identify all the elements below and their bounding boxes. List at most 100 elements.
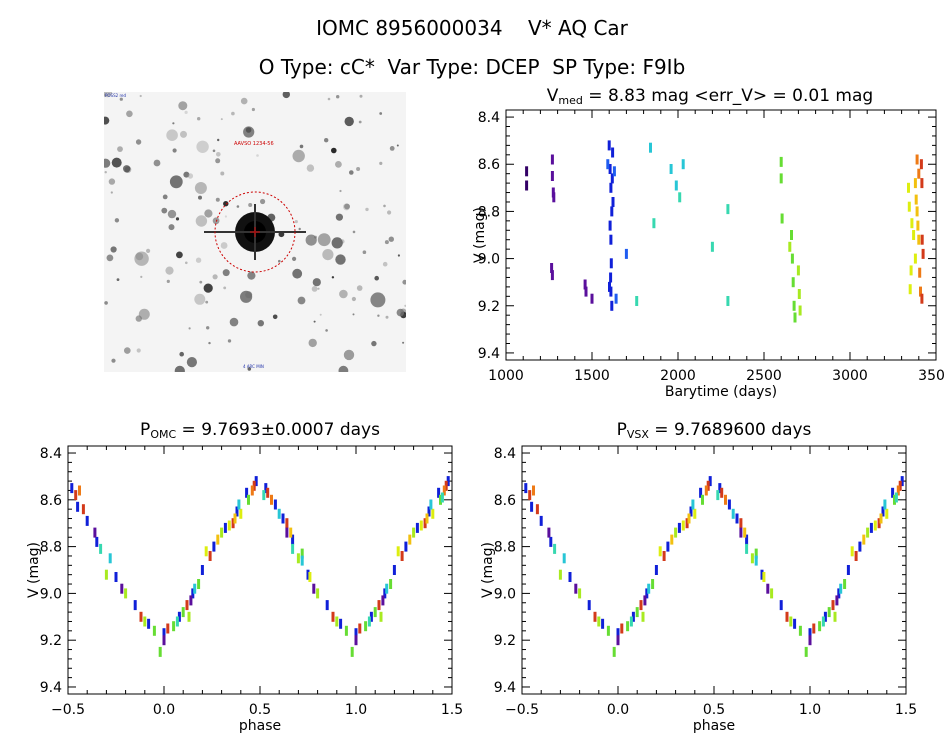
star-blob (166, 279, 170, 283)
data-point (429, 499, 433, 510)
star-blob (162, 194, 168, 200)
data-point (528, 490, 532, 501)
data-point (909, 265, 913, 276)
x-tick-label: 1.0 (799, 702, 821, 718)
star-blob (194, 293, 206, 305)
data-point (894, 492, 898, 503)
data-point (793, 618, 797, 629)
data-point (550, 263, 554, 273)
data-point (609, 234, 613, 245)
data-point (264, 483, 268, 494)
data-point (237, 499, 241, 510)
data-point (916, 220, 920, 231)
star-blob (292, 256, 297, 261)
star-blob (140, 275, 143, 278)
star-blob (183, 171, 190, 178)
star-blob (205, 300, 209, 304)
star-blob (402, 341, 405, 344)
star-blob (175, 217, 180, 221)
thumbnail-scale-label: 4 ARC MIN (243, 364, 264, 369)
data-point (608, 281, 611, 292)
data-point (350, 646, 354, 657)
data-point (731, 508, 735, 519)
data-point (93, 527, 97, 538)
star-blob (356, 167, 361, 171)
data-point (914, 194, 918, 205)
data-point (530, 501, 534, 512)
data-point (896, 485, 900, 496)
data-point (913, 178, 917, 189)
data-point (344, 625, 348, 636)
data-point (606, 625, 610, 636)
data-point (162, 628, 166, 639)
star-blob (331, 276, 335, 279)
data-point (631, 611, 635, 622)
data-point (846, 565, 850, 575)
data-point (654, 565, 658, 575)
star-blob (146, 248, 151, 253)
data-point (440, 492, 444, 503)
data-point (754, 548, 758, 559)
data-point (583, 279, 587, 290)
data-point (804, 646, 808, 657)
star-blob (365, 207, 369, 212)
data-point (354, 628, 358, 639)
data-point (549, 536, 553, 547)
data-point (641, 611, 645, 622)
data-point (419, 520, 423, 531)
data-point (177, 611, 181, 622)
data-point (609, 258, 613, 269)
data-point (385, 583, 389, 594)
star-blob (212, 149, 216, 153)
data-point (790, 230, 793, 240)
data-point (647, 583, 651, 594)
star-blob (199, 280, 203, 284)
data-point (881, 506, 885, 517)
star-blob (260, 198, 266, 205)
data-point (285, 527, 289, 538)
y-tick-label: 9.2 (478, 299, 500, 315)
star-blob (136, 348, 141, 353)
data-point (308, 572, 312, 582)
data-point (133, 600, 137, 611)
data-point (792, 300, 796, 311)
data-point (629, 616, 633, 627)
star-blob (217, 138, 220, 142)
data-point (233, 513, 237, 524)
data-point (584, 286, 588, 297)
data-point (601, 618, 605, 629)
star-blob (308, 338, 317, 348)
data-point (81, 504, 85, 515)
data-point (612, 166, 616, 177)
star-blob (324, 138, 329, 143)
y-tick-label: 8.8 (494, 540, 516, 556)
star-blob (306, 164, 315, 172)
data-point (608, 164, 612, 174)
data-point (431, 508, 435, 519)
data-point (681, 159, 685, 170)
star-blob (104, 93, 106, 98)
x-axis-label: phase (239, 718, 281, 734)
data-point (708, 476, 712, 487)
x-axis-label: phase (693, 718, 735, 734)
data-point (158, 646, 162, 657)
data-point (706, 480, 710, 491)
data-point (718, 483, 722, 494)
data-point (726, 204, 730, 215)
data-point (798, 305, 802, 316)
data-point (793, 312, 797, 323)
data-point (239, 508, 243, 519)
y-tick-label: 9.2 (494, 633, 516, 649)
data-point (606, 159, 610, 170)
star-blob (362, 250, 367, 254)
star-blob (335, 213, 343, 221)
y-axis-label: V (mag) (472, 207, 488, 263)
data-point (873, 520, 877, 531)
star-blob (240, 97, 248, 105)
star-blob (220, 242, 228, 249)
star-blob (325, 329, 328, 332)
star-blob (374, 275, 380, 281)
data-point (907, 182, 910, 193)
data-point (720, 487, 724, 498)
sky-thumbnail: POSS2 red AAVSO 1234-56 4 ARC MIN (104, 92, 406, 372)
